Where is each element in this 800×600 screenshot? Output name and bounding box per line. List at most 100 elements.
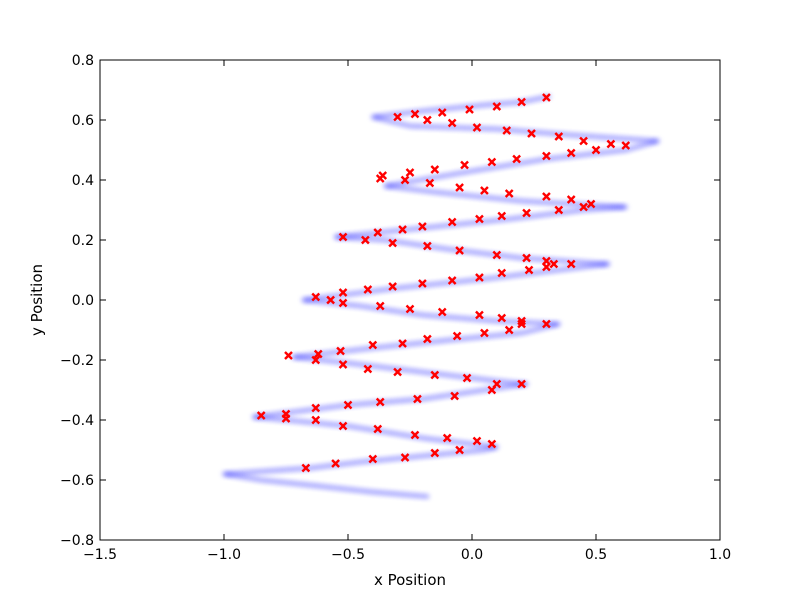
observation-marker	[418, 222, 427, 231]
y-tick-label: 0.6	[72, 113, 94, 129]
y-axis: −0.8 −0.6 −0.4 −0.2 0.0 0.2 0.4 0.6 0.8	[60, 53, 720, 549]
observation-marker	[256, 411, 266, 420]
observation-marker	[487, 157, 497, 167]
observation-marker	[375, 301, 385, 311]
observation-marker	[311, 355, 321, 365]
observation-marker	[586, 199, 596, 209]
observation-marker	[566, 148, 576, 158]
observation-marker	[410, 430, 420, 440]
x-axis: −1.5 −1.0 −0.5 0.0 0.5 1.0	[83, 60, 731, 563]
observation-marker	[452, 331, 462, 341]
observation-marker	[375, 397, 385, 407]
observation-marker	[450, 391, 459, 401]
observation-marker	[405, 304, 415, 314]
observation-marker	[566, 195, 576, 204]
observation-marker	[423, 241, 432, 251]
x-tick-label: 0.5	[585, 547, 607, 563]
observation-marker	[527, 129, 536, 138]
observation-marker	[497, 313, 507, 323]
observation-marker	[442, 433, 452, 443]
observation-marker	[542, 256, 551, 266]
observation-marker	[413, 394, 422, 404]
observation-marker	[338, 298, 348, 308]
observation-marker	[492, 250, 502, 260]
observation-marker	[281, 409, 291, 419]
observation-marker	[492, 379, 502, 389]
observation-marker	[400, 453, 410, 462]
observation-series	[256, 93, 631, 473]
observation-marker	[336, 346, 345, 356]
observation-marker	[430, 370, 440, 380]
observation-marker	[398, 339, 407, 348]
observation-marker	[606, 139, 616, 149]
observation-marker	[388, 282, 397, 291]
observation-marker	[388, 238, 397, 248]
x-tick-label: −1.5	[83, 547, 117, 563]
observation-marker	[475, 214, 484, 224]
observation-marker	[405, 168, 415, 177]
x-tick-label: −1.0	[207, 547, 241, 563]
observation-marker	[462, 373, 472, 383]
observation-marker	[465, 105, 474, 114]
observation-marker	[363, 364, 373, 374]
observation-marker	[460, 160, 469, 170]
observation-marker	[361, 235, 370, 245]
y-tick-label: −0.4	[60, 413, 94, 429]
observation-marker	[455, 445, 464, 455]
observation-marker	[418, 279, 427, 288]
observation-marker	[621, 141, 631, 150]
observation-marker	[373, 228, 383, 237]
observation-marker	[338, 232, 348, 242]
observation-marker	[326, 295, 335, 305]
observation-marker	[423, 334, 432, 344]
plot-area	[100, 60, 720, 540]
observation-marker	[313, 349, 323, 359]
observation-marker	[497, 268, 507, 278]
observation-marker	[437, 108, 447, 117]
x-axis-label: x Position	[374, 571, 446, 589]
observation-marker	[566, 259, 576, 269]
observation-marker	[378, 171, 388, 180]
observation-marker	[455, 183, 464, 192]
y-tick-label: 0.8	[72, 53, 94, 69]
observation-marker	[472, 123, 482, 132]
observation-marker	[398, 225, 407, 234]
observation-marker	[400, 175, 410, 185]
observation-marker	[475, 273, 484, 282]
observation-marker	[591, 145, 601, 155]
observation-marker	[338, 288, 348, 297]
observation-marker	[554, 205, 564, 215]
y-tick-label: 0.0	[72, 293, 94, 309]
observation-marker	[311, 415, 321, 425]
observation-marker	[373, 424, 383, 434]
y-tick-label: 0.4	[72, 173, 94, 189]
observation-marker	[517, 379, 526, 389]
observation-marker	[410, 109, 420, 119]
x-tick-label: 0.0	[461, 547, 483, 563]
observation-marker	[502, 126, 512, 135]
observation-marker	[338, 360, 348, 369]
observation-marker	[517, 316, 526, 326]
observation-marker	[368, 340, 378, 350]
observation-marker	[447, 276, 457, 285]
x-tick-label: 1.0	[709, 547, 731, 563]
observation-marker	[542, 192, 551, 201]
observation-marker	[497, 211, 507, 221]
observation-marker	[524, 265, 534, 275]
observation-marker	[393, 367, 402, 377]
observation-marker	[284, 351, 293, 360]
observation-marker	[368, 454, 378, 464]
observation-marker	[504, 189, 514, 198]
observation-marker	[447, 217, 457, 227]
y-axis-label: y Position	[28, 264, 46, 336]
observation-marker	[311, 292, 321, 302]
observation-marker	[430, 165, 440, 174]
observation-marker	[472, 436, 482, 446]
observation-marker	[480, 186, 489, 195]
observation-marker	[475, 310, 484, 320]
observation-marker	[542, 151, 551, 161]
observation-marker	[542, 319, 551, 329]
observation-marker	[455, 246, 464, 255]
y-tick-label: −0.8	[60, 533, 94, 549]
